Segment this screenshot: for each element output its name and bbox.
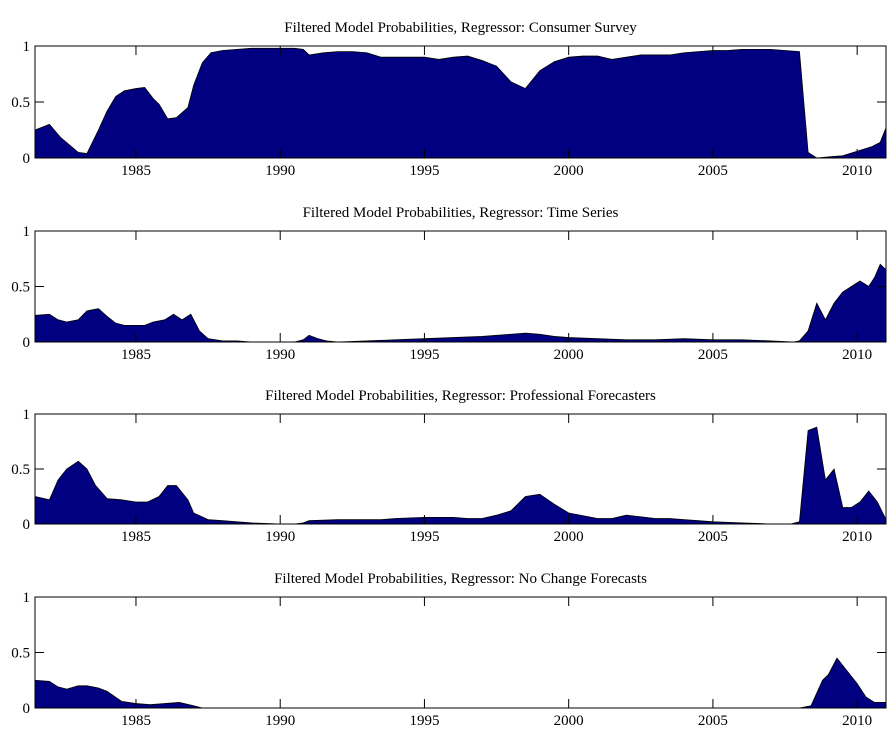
y-tick-label: 0 <box>23 151 31 167</box>
x-tick-label: 2000 <box>554 163 584 179</box>
x-tick-label: 2005 <box>698 163 728 179</box>
x-tick-label: 2010 <box>842 163 872 179</box>
x-tick-label: 2010 <box>842 347 872 363</box>
y-tick-label: 0 <box>23 335 31 351</box>
chart-title: Filtered Model Probabilities, Regressor:… <box>265 388 656 404</box>
x-tick-label: 2005 <box>698 347 728 363</box>
x-tick-label: 1985 <box>121 529 151 545</box>
x-tick-label: 2005 <box>698 529 728 545</box>
area-series-1 <box>34 47 887 159</box>
x-tick-label: 2000 <box>554 713 584 729</box>
x-tick-label: 2000 <box>554 529 584 545</box>
chart-title: Filtered Model Probabilities, Regressor:… <box>284 20 637 36</box>
y-tick-label: 0.5 <box>11 646 30 662</box>
x-tick-label: 2010 <box>842 713 872 729</box>
y-tick-label: 0 <box>23 701 31 717</box>
y-tick-label: 0 <box>23 517 31 533</box>
x-tick-label: 1990 <box>265 163 295 179</box>
panel-1: 1985 1990 1995 2000 2005 2010 0 0.5 1 Filtered Mo… <box>11 20 887 179</box>
x-tick-label: 1995 <box>409 529 439 545</box>
x-tick-label: 1985 <box>121 713 151 729</box>
y-tick-label: 1 <box>23 224 31 240</box>
panel-3: 1985 1990 1995 2000 2005 2010 0 0.5 1 Filtered Mo… <box>11 388 887 545</box>
axes-box-4 <box>34 596 887 709</box>
panel-4: 1985 1990 1995 2000 2005 2010 0 0.5 1 Filtered Mo… <box>11 571 887 729</box>
y-tick-label: 0.5 <box>11 280 30 296</box>
y-tick-label: 0.5 <box>11 462 30 478</box>
x-tick-label: 2010 <box>842 529 872 545</box>
y-tick-label: 1 <box>23 407 31 423</box>
x-tick-label: 1990 <box>265 713 295 729</box>
chart-title: Filtered Model Probabilities, Regressor:… <box>274 571 647 587</box>
area-series-4 <box>34 657 887 709</box>
x-tick-label: 2005 <box>698 713 728 729</box>
y-tick-label: 1 <box>23 39 31 55</box>
x-tick-label: 1985 <box>121 163 151 179</box>
area-series-2 <box>34 263 887 343</box>
area-series-3 <box>34 426 887 525</box>
x-tick-label: 1995 <box>409 347 439 363</box>
x-tick-label: 2000 <box>554 347 584 363</box>
x-tick-label: 1985 <box>121 347 151 363</box>
x-tick-label: 1990 <box>265 347 295 363</box>
x-tick-label: 1995 <box>409 713 439 729</box>
x-tick-label: 1990 <box>265 529 295 545</box>
chart-title: Filtered Model Probabilities, Regressor:… <box>303 205 619 221</box>
panel-2: 1985 1990 1995 2000 2005 2010 0 0.5 1 Filtered Mo… <box>11 205 887 363</box>
x-tick-label: 1995 <box>409 163 439 179</box>
y-tick-label: 1 <box>23 590 31 606</box>
y-tick-label: 0.5 <box>11 95 30 111</box>
